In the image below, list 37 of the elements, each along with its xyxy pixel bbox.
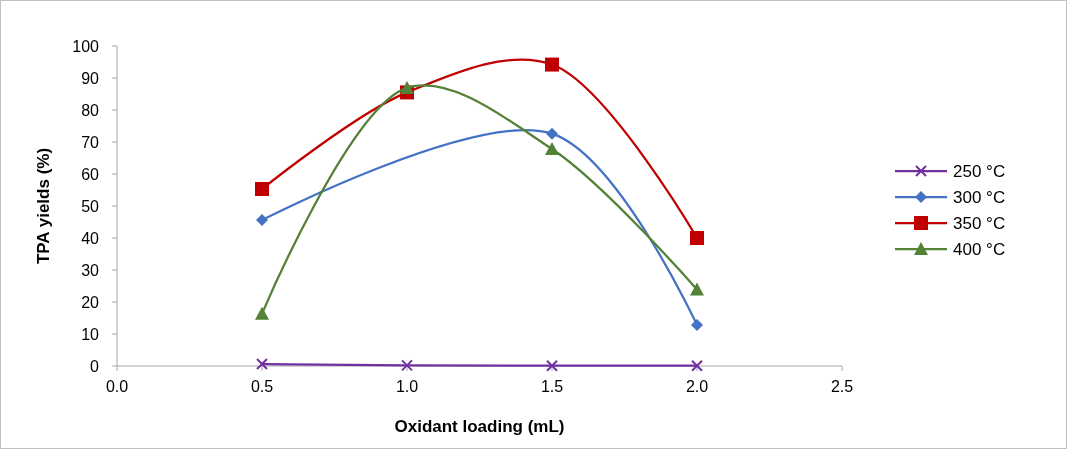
point [255, 306, 269, 320]
x-axis-title: Oxidant loading (mL) [394, 417, 565, 436]
point [545, 57, 559, 72]
legend-label: 350 °C [953, 213, 1006, 233]
y-tick-label: 20 [81, 293, 100, 311]
y-axis-title: TPA yields (%) [34, 147, 53, 265]
y-tick-label: 60 [81, 165, 100, 183]
point [690, 231, 704, 245]
legend-label: 300 °C [953, 187, 1006, 207]
point [690, 282, 704, 296]
legend-label: 400 °C [953, 239, 1006, 259]
y-tick-label: 90 [81, 69, 100, 87]
point [255, 182, 269, 197]
x-tick-label: 0.0 [105, 378, 129, 395]
point [256, 214, 268, 227]
point [546, 359, 558, 372]
x-tick-label: 2.5 [830, 378, 854, 395]
y-tick-label: 70 [81, 133, 100, 151]
y-tick-label: 10 [81, 325, 100, 343]
y-tick-label: 100 [72, 37, 100, 55]
x-tick-label: 1.5 [540, 378, 564, 395]
point [545, 142, 559, 156]
point [256, 358, 268, 371]
y-tick-label: 0 [90, 357, 100, 375]
y-tick-label: 40 [81, 229, 100, 247]
y-tick-label: 30 [81, 261, 100, 279]
point [400, 80, 414, 94]
x-tick-label: 1.0 [395, 378, 419, 395]
x-tick-label: 2.0 [685, 378, 709, 395]
x-tick-label: 0.5 [250, 378, 274, 395]
y-tick-label: 80 [81, 101, 100, 119]
y-tick-label: 50 [81, 197, 100, 215]
point [546, 127, 558, 140]
legend-label: 250 °C [953, 161, 1006, 181]
point [691, 359, 703, 372]
point [401, 359, 413, 372]
point [691, 319, 703, 332]
